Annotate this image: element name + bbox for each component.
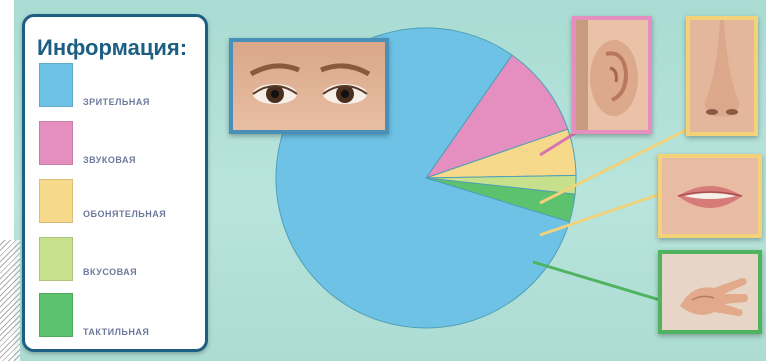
legend-panel: Информация: ЗРИТЕЛЬНАЯ ЗВУКОВАЯ ОБОНЯТЕЛ… (22, 14, 208, 352)
pie-slice-auditory (424, 54, 569, 179)
ear-photo (572, 16, 652, 134)
nose-connector (539, 126, 691, 205)
legend-label-tactile: ТАКТИЛЬНАЯ (83, 327, 150, 337)
hatch-decoration (0, 240, 20, 361)
mouth-photo (658, 154, 762, 238)
connector-lines (532, 126, 691, 302)
legend-item-visual: ЗРИТЕЛЬНАЯ (39, 63, 209, 107)
legend-item-auditory: ЗВУКОВАЯ (39, 121, 209, 165)
legend-item-olfactory: ОБОНЯТЕЛЬНАЯ (39, 179, 209, 223)
eyes-photo (229, 38, 389, 134)
legend-swatch-tactile (39, 293, 73, 337)
mouth-connector (539, 191, 664, 237)
legend-item-tactile: ТАКТИЛЬНАЯ (39, 293, 209, 337)
legend-swatch-olfactory (39, 179, 73, 223)
hand-photo (658, 250, 762, 334)
legend-label-auditory: ЗВУКОВАЯ (83, 155, 136, 165)
legend-label-olfactory: ОБОНЯТЕЛЬНАЯ (83, 209, 167, 219)
nose-photo (686, 16, 758, 136)
legend-item-gustatory: ВКУСОВАЯ (39, 237, 209, 281)
legend-swatch-visual (39, 63, 73, 107)
legend-swatch-gustatory (39, 237, 73, 281)
legend-label-gustatory: ВКУСОВАЯ (83, 267, 138, 277)
legend-swatch-auditory (39, 121, 73, 165)
hand-connector (532, 260, 661, 302)
ear-connector (539, 128, 581, 157)
legend-title: Информация: (37, 35, 188, 60)
legend-label-visual: ЗРИТЕЛЬНАЯ (83, 97, 150, 107)
